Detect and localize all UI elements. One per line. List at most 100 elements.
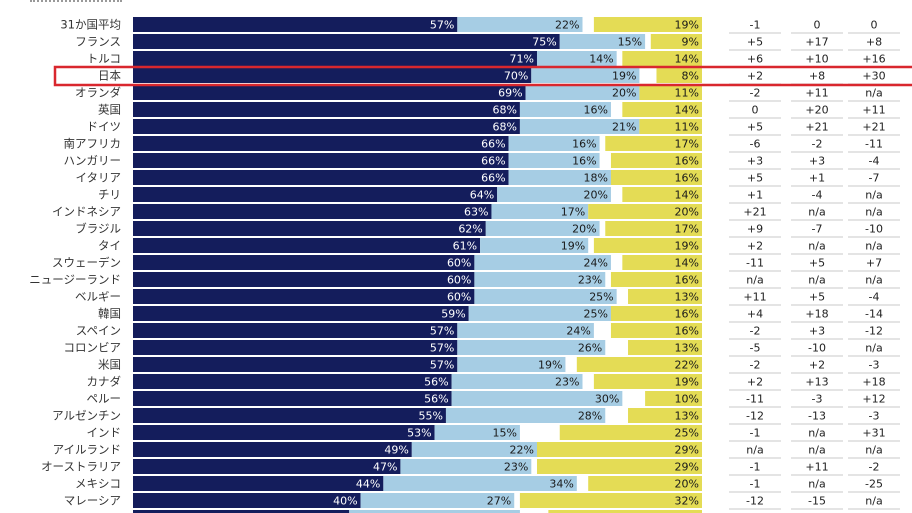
change-value: n/a — [808, 444, 825, 457]
category-label: アイルランド — [53, 443, 121, 457]
bar-value-label: 19% — [675, 376, 699, 389]
bar-value-label: 25% — [584, 308, 608, 321]
bar-segment-3 — [536, 459, 702, 474]
bar-value-label: 62% — [458, 223, 482, 236]
bar-segment-1 — [133, 289, 475, 304]
change-value: -14 — [865, 308, 883, 321]
bar-value-label: 11% — [675, 121, 699, 134]
bar-value-label: 16% — [584, 104, 608, 117]
category-label: 韓国 — [98, 307, 121, 321]
bar-segment-1 — [133, 187, 498, 202]
bar-segment-1 — [133, 119, 520, 134]
bar-value-label: 59% — [441, 308, 465, 321]
change-value: n/a — [746, 274, 763, 287]
bar-value-label: 20% — [584, 189, 608, 202]
bar-segment-2 — [519, 102, 611, 117]
change-value: -6 — [750, 138, 761, 151]
bar-value-label: 14% — [675, 257, 699, 270]
bar-segment-1 — [133, 204, 492, 219]
bar-value-label: 27% — [675, 512, 699, 513]
change-value: +18 — [862, 376, 885, 389]
bar-value-label: 19% — [675, 240, 699, 253]
change-value: -1 — [750, 461, 761, 474]
bar-segment-2 — [508, 170, 611, 185]
category-label: メキシコ — [75, 477, 121, 491]
change-value: -15 — [808, 495, 826, 508]
change-value: -12 — [746, 495, 764, 508]
category-label: ブラジル — [75, 222, 121, 236]
bar-segment-1 — [133, 510, 350, 513]
bar-value-label: 70% — [504, 70, 528, 83]
change-value: -10 — [808, 342, 826, 355]
bar-value-label: 57% — [430, 342, 454, 355]
category-label: フランス — [75, 35, 121, 49]
bar-segment-2 — [508, 136, 600, 151]
bar-segment-2 — [485, 221, 600, 236]
bar-value-label: 49% — [384, 444, 408, 457]
change-value: n/a — [808, 274, 825, 287]
bar-segment-1 — [133, 17, 458, 32]
change-value: +1 — [747, 189, 763, 202]
change-value: -7 — [812, 223, 823, 236]
change-value: +9 — [747, 223, 763, 236]
bar-value-label: 60% — [447, 274, 471, 287]
bar-value-label: 56% — [424, 376, 448, 389]
change-value: -10 — [865, 223, 883, 236]
bar-segment-3 — [610, 306, 702, 321]
bar-value-label: 27% — [487, 495, 511, 508]
change-value: +11 — [862, 104, 885, 117]
change-value: -13 — [808, 410, 826, 423]
bar-segment-2 — [411, 442, 537, 457]
change-value: -5 — [750, 342, 761, 355]
change-value: -2 — [750, 325, 761, 338]
bar-value-label: 16% — [675, 274, 699, 287]
bar-value-label: 14% — [675, 53, 699, 66]
category-label: オランダ — [75, 86, 121, 100]
bar-value-label: 13% — [675, 410, 699, 423]
change-value: +2 — [747, 70, 763, 83]
bar-value-label: 22% — [675, 359, 699, 372]
bar-segment-3 — [576, 357, 702, 372]
bar-value-label: 20% — [675, 206, 699, 219]
bar-value-label: 26% — [578, 342, 602, 355]
bar-segment-2 — [451, 391, 623, 406]
bar-segment-2 — [559, 34, 646, 49]
bar-value-label: 14% — [675, 189, 699, 202]
bar-segment-3 — [548, 510, 702, 513]
bar-segment-2 — [434, 425, 520, 440]
bar-value-label: 15% — [492, 427, 516, 440]
bar-segment-2 — [400, 459, 532, 474]
bar-value-label: 14% — [675, 104, 699, 117]
bar-value-label: 44% — [356, 478, 380, 491]
bar-segment-1 — [133, 374, 452, 389]
change-value: -11 — [746, 257, 764, 270]
bar-segment-2 — [383, 476, 577, 491]
bar-value-label: 28% — [578, 410, 602, 423]
bar-segment-3 — [610, 170, 702, 185]
bar-segment-2 — [474, 272, 606, 287]
category-label: オーストラリア — [41, 460, 121, 474]
bar-segment-3 — [628, 289, 702, 304]
change-value: n/a — [865, 240, 882, 253]
bar-segment-2 — [480, 238, 589, 253]
bar-segment-1 — [133, 459, 401, 474]
change-value: +3 — [747, 155, 763, 168]
top-dotted-rule — [30, 0, 122, 4]
change-value: +3 — [809, 155, 825, 168]
bar-segment-3 — [559, 425, 702, 440]
highlight-box — [53, 65, 912, 87]
bar-segment-2 — [451, 374, 583, 389]
bar-segment-1 — [133, 357, 458, 372]
change-value: n/a — [865, 342, 882, 355]
bar-segment-1 — [133, 272, 475, 287]
bar-segment-1 — [133, 136, 509, 151]
bar-value-label: 19% — [675, 19, 699, 32]
bar-segment-2 — [360, 493, 515, 508]
bar-value-label: 34% — [549, 478, 573, 491]
change-value: +11 — [805, 461, 828, 474]
change-value: n/a — [865, 87, 882, 100]
change-value: -11 — [746, 393, 764, 406]
bar-value-label: 29% — [675, 444, 699, 457]
bar-value-label: 53% — [407, 427, 431, 440]
